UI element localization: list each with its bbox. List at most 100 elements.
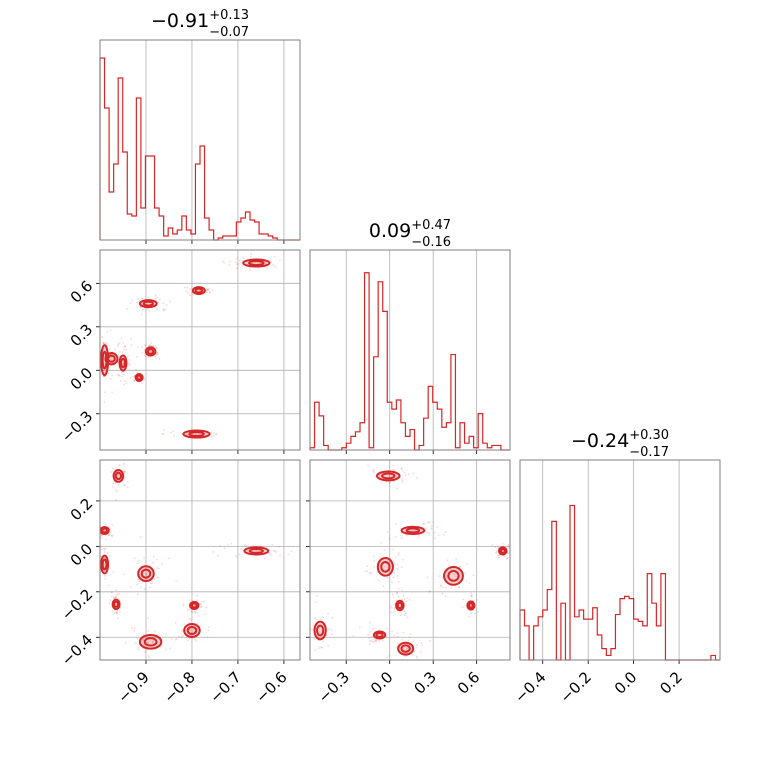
sample-point: [464, 572, 466, 575]
sample-point: [327, 628, 330, 631]
sample-point: [393, 572, 395, 574]
sample-point: [403, 614, 406, 617]
sample-point: [174, 638, 177, 641]
sample-point: [120, 337, 123, 340]
contour-inner-0: [114, 471, 123, 481]
sample-point: [470, 595, 473, 598]
sample-point: [109, 329, 112, 332]
sample-point: [143, 557, 145, 560]
sample-point: [279, 554, 281, 557]
x-tick-label: 0.3: [410, 668, 440, 698]
sample-point: [136, 593, 139, 595]
contour-outer-0: [242, 258, 271, 268]
sample-point: [107, 372, 110, 374]
x-tick-label: 0.0: [611, 668, 641, 698]
scatter-panel-2-1: [310, 464, 510, 664]
sample-point: [110, 358, 113, 361]
contour-outer-2: [100, 554, 110, 575]
sample-point: [148, 309, 151, 312]
sample-point: [182, 604, 185, 607]
sample-point: [150, 580, 153, 583]
contour-inner-5: [190, 602, 198, 609]
sample-point: [403, 598, 406, 600]
sample-point: [121, 375, 124, 378]
sample-point: [122, 341, 125, 344]
sample-point: [115, 595, 118, 597]
sample-point: [415, 646, 418, 649]
sample-point: [124, 471, 126, 474]
sample-point: [250, 253, 253, 255]
sample-point: [393, 607, 396, 610]
sample-point: [114, 482, 117, 485]
sample-point: [364, 570, 367, 573]
sample-point: [397, 551, 400, 554]
sample-point: [242, 257, 245, 260]
sample-point: [162, 302, 165, 305]
sample-point: [140, 313, 143, 315]
sample-point: [497, 554, 499, 557]
contour-inner-3: [447, 570, 460, 582]
sample-point: [366, 565, 369, 568]
sample-point: [116, 359, 118, 362]
sample-point: [277, 545, 280, 548]
sample-point: [390, 604, 393, 607]
sample-point: [377, 639, 380, 642]
sample-point: [394, 536, 397, 538]
sample-point: [396, 635, 399, 638]
sample-point: [317, 647, 320, 650]
sample-point: [472, 574, 475, 577]
sample-point: [366, 570, 369, 572]
sample-point: [331, 633, 333, 636]
sample-point: [394, 563, 396, 566]
sample-point: [411, 653, 414, 656]
sample-point: [185, 290, 187, 293]
sample-point: [367, 633, 370, 636]
sample-point: [156, 308, 159, 310]
sample-point: [194, 638, 196, 641]
sample-point: [102, 341, 105, 344]
contour-inner-6: [136, 374, 143, 381]
sample-point: [406, 647, 408, 650]
sample-point: [466, 562, 468, 565]
sample-point: [397, 587, 400, 590]
sample-point: [392, 548, 394, 551]
sample-point: [101, 534, 103, 537]
sample-point: [401, 469, 404, 472]
sample-point: [444, 531, 447, 534]
sample-point: [114, 365, 117, 368]
sample-point: [197, 615, 200, 617]
sample-point: [126, 307, 128, 310]
sample-point: [389, 606, 392, 609]
contour-outer-2: [376, 556, 394, 577]
sample-point: [111, 485, 114, 488]
sample-point: [320, 646, 323, 649]
sample-point: [161, 563, 163, 566]
sample-point: [501, 542, 504, 545]
sample-point: [322, 640, 325, 643]
sample-point: [415, 477, 418, 479]
sample-point: [273, 265, 276, 268]
contour-inner-5: [101, 350, 108, 370]
sample-point: [399, 662, 401, 664]
sample-point: [475, 599, 478, 602]
sample-point: [190, 610, 193, 613]
sample-point: [162, 308, 165, 311]
sample-point: [212, 435, 215, 437]
sample-point: [429, 590, 432, 592]
sample-point: [372, 555, 375, 558]
sample-point: [136, 306, 139, 308]
title-param-2: −0.24+0.30: [571, 428, 669, 452]
contour-outer-3: [144, 346, 157, 357]
sample-point: [494, 546, 497, 548]
sample-point: [321, 616, 324, 618]
sample-point: [143, 354, 146, 357]
sample-point: [505, 557, 508, 560]
sample-point: [128, 359, 131, 361]
sample-point: [163, 428, 166, 431]
sample-point: [263, 557, 266, 560]
sample-point: [143, 588, 146, 591]
sample-point: [98, 553, 100, 555]
sample-point: [133, 557, 136, 560]
sample-point: [195, 640, 197, 643]
